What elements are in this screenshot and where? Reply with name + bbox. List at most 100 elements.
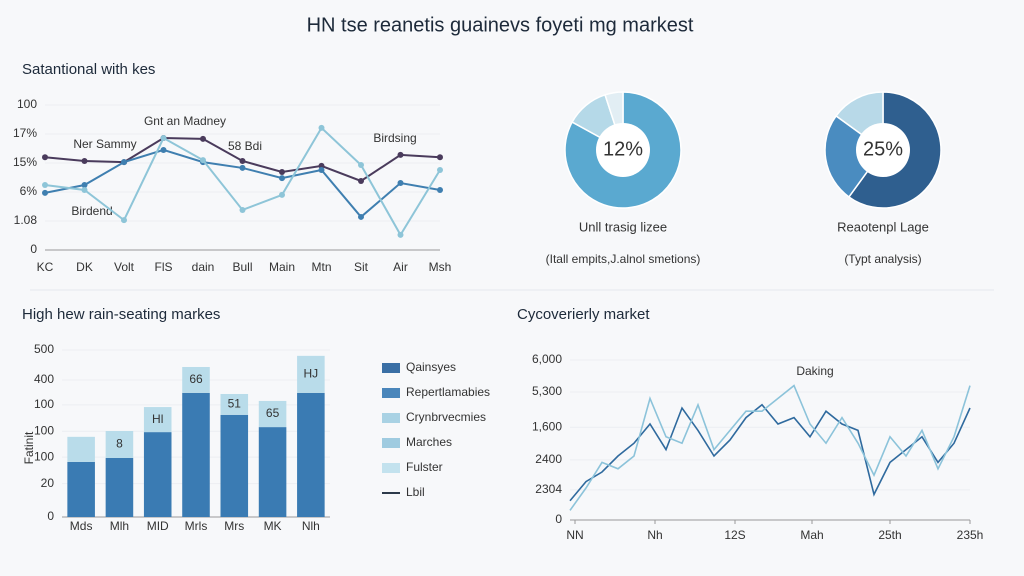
x-tick-label: dain [192, 260, 215, 274]
bar-label: 51 [228, 397, 242, 411]
point [121, 217, 127, 224]
bar-segment [67, 461, 95, 517]
legend-label: Repertlamabies [406, 385, 490, 399]
y-tick-label: 1.08 [14, 213, 38, 227]
x-tick-label: Mlh [110, 519, 129, 533]
x-tick-label: Nlh [302, 519, 320, 533]
x-tick-label: Mtn [311, 260, 331, 274]
center-label: 12% [603, 138, 643, 160]
annotation: Gnt an Madney [144, 114, 226, 128]
point [279, 191, 285, 198]
bar-segment [297, 392, 325, 517]
bar-segment [220, 414, 249, 517]
y-tick-label: 5,300 [532, 384, 562, 398]
bar-label: 65 [266, 406, 280, 420]
point [200, 157, 206, 164]
point [279, 168, 285, 175]
point [358, 162, 364, 169]
pie-subtitle: (Typt analysis) [844, 252, 921, 266]
legend-swatch [382, 363, 400, 373]
point [397, 180, 404, 187]
point [239, 157, 246, 164]
pie-title: Reaotenpl Lage [837, 219, 929, 234]
x-tick-label: Mrls [185, 519, 208, 533]
y-tick-label: 1,600 [532, 419, 562, 433]
page-title: HN tse reanetis guainevs foyeti mg marke… [307, 14, 694, 36]
annotation: Ner Sammy [73, 137, 136, 151]
legend-label: Lbil [406, 485, 425, 499]
y-tick-label: 0 [30, 242, 37, 256]
legend-label: Marches [406, 435, 452, 449]
y-tick-label: 6% [20, 184, 38, 198]
x-tick-label: Msh [429, 260, 452, 274]
x-tick-label: KC [37, 260, 54, 274]
point [437, 154, 443, 161]
y-tick-label: 2400 [535, 452, 562, 466]
bar-label: HJ [304, 367, 319, 381]
point [358, 177, 364, 184]
pie-slice [824, 114, 885, 198]
x-tick-label: 235h [957, 528, 984, 542]
point [437, 166, 443, 173]
y-tick-label: 17% [13, 126, 37, 140]
center-disc [856, 123, 910, 177]
y-tick-label: 6,000 [532, 352, 562, 366]
bar-segment [67, 436, 95, 462]
annotation: 58 Bdi [228, 139, 262, 153]
pie-title: Unll trasig lizee [579, 219, 667, 234]
x-tick-label: Volt [114, 260, 135, 274]
x-tick-label: Bull [232, 260, 252, 274]
legend-swatch [382, 463, 400, 473]
legend-swatch [382, 388, 400, 398]
point [121, 159, 127, 166]
legend-swatch [382, 438, 400, 448]
x-tick-label: MID [147, 519, 169, 533]
y-tick-label: 15% [13, 155, 37, 169]
point [279, 175, 285, 182]
point [200, 135, 206, 142]
pie-subtitle: (Itall empits,J.alnol smetions) [546, 252, 701, 266]
point [318, 124, 325, 131]
legend-label: Qainsyes [406, 360, 456, 374]
bar-segment [220, 393, 249, 415]
point [358, 213, 364, 220]
chart-title: Satantional with kes [22, 61, 155, 78]
annotation: Birdend [71, 204, 112, 218]
point [437, 186, 443, 193]
x-tick-label: DK [76, 260, 93, 274]
point [81, 182, 88, 189]
y-tick-label: 500 [34, 342, 54, 356]
point [160, 135, 167, 142]
x-tick-label: Air [393, 260, 408, 274]
y-tick-label: 400 [34, 372, 54, 386]
point [42, 154, 48, 161]
x-tick-label: Mds [70, 519, 93, 533]
annotation: Daking [796, 364, 833, 378]
bar-label: 66 [189, 372, 203, 386]
point [239, 206, 246, 213]
point [239, 164, 246, 171]
y-tick-label: 0 [47, 509, 54, 523]
chart-title: Cycoverierly market [517, 306, 650, 323]
x-tick-label: Sit [354, 260, 369, 274]
point [160, 146, 167, 153]
chart-title: High hew rain-seating markes [22, 306, 220, 323]
bar-label: Hl [152, 412, 163, 426]
y-tick-label: 100 [34, 423, 54, 437]
y-tick-label: 100 [34, 449, 54, 463]
y-axis-label: Fatinit [22, 431, 36, 464]
point [42, 189, 48, 196]
y-tick-label: 2304 [535, 482, 562, 496]
x-tick-label: MK [264, 519, 282, 533]
point [42, 182, 48, 189]
x-tick-label: Nh [647, 528, 662, 542]
x-tick-label: NN [566, 528, 583, 542]
bar-segment [258, 427, 287, 517]
bar-segment [143, 432, 172, 517]
bar-segment [182, 392, 210, 517]
bar-label: 8 [116, 437, 123, 451]
x-tick-label: 25th [878, 528, 901, 542]
legend-swatch [382, 413, 400, 423]
point [397, 231, 404, 238]
